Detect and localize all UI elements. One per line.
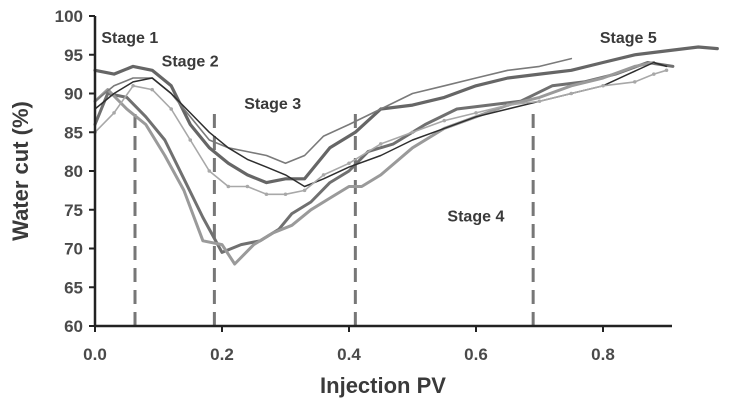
- series-6-point: [302, 188, 307, 193]
- series-6-point: [537, 99, 542, 104]
- series-line-3: [93, 61, 656, 266]
- series-6-point: [632, 80, 637, 84]
- y-tick-label: 60: [64, 317, 83, 336]
- series-6-point: [283, 192, 288, 197]
- stage-label-1: Stage 1: [101, 30, 158, 47]
- x-tick-label: 0.2: [210, 345, 234, 364]
- series-6-point: [442, 118, 447, 123]
- stage-label-2: Stage 2: [162, 53, 219, 70]
- y-tick-label: 100: [55, 7, 83, 26]
- series-6-point: [264, 192, 269, 197]
- series-6-point: [664, 68, 669, 73]
- x-tick-label: 0.0: [83, 345, 107, 364]
- series-lines: [93, 45, 719, 266]
- x-tick-label: 0.6: [464, 345, 488, 364]
- series-6-point: [245, 184, 250, 189]
- series-6-point: [226, 184, 231, 189]
- stage-label-5: Stage 5: [600, 30, 657, 47]
- series-6-point: [652, 72, 656, 76]
- series-6-point: [188, 138, 193, 142]
- series-6-point: [410, 130, 415, 135]
- y-tick-label: 65: [64, 278, 83, 297]
- x-tick-label: 0.8: [591, 345, 615, 364]
- stage-label-4: Stage 4: [447, 208, 504, 225]
- series-6-point: [131, 83, 135, 88]
- series-6-point: [347, 161, 351, 166]
- series-6-point: [505, 103, 510, 107]
- series-line-1: [93, 45, 719, 185]
- series-6-point: [601, 83, 605, 88]
- series-6-point: [378, 142, 383, 146]
- y-tick-label: 70: [64, 240, 83, 259]
- y-tick-label: 80: [64, 162, 83, 181]
- series-6-point: [207, 169, 212, 173]
- series-6-point: [569, 91, 574, 96]
- series-6-point: [150, 87, 154, 92]
- y-tick-label: 85: [64, 123, 83, 142]
- x-tick-label: 0.4: [337, 345, 361, 364]
- series-6-point: [474, 111, 478, 115]
- series-6-point: [321, 173, 326, 177]
- series-line-2: [93, 61, 675, 254]
- y-tick-label: 95: [64, 46, 83, 65]
- series-6-point: [169, 107, 173, 111]
- x-axis-title: Injection PV: [320, 373, 446, 398]
- tick-labels: 60 65 70 75 80 85 90 95 100 0.0 0.2 0.4 0.6 0.8: [55, 7, 615, 364]
- y-axis-title: Water cut (%): [8, 101, 33, 241]
- y-tick-label: 75: [64, 201, 83, 220]
- stage-label-3: Stage 3: [244, 96, 301, 113]
- y-tick-label: 90: [64, 85, 83, 104]
- series-6-point: [112, 111, 116, 115]
